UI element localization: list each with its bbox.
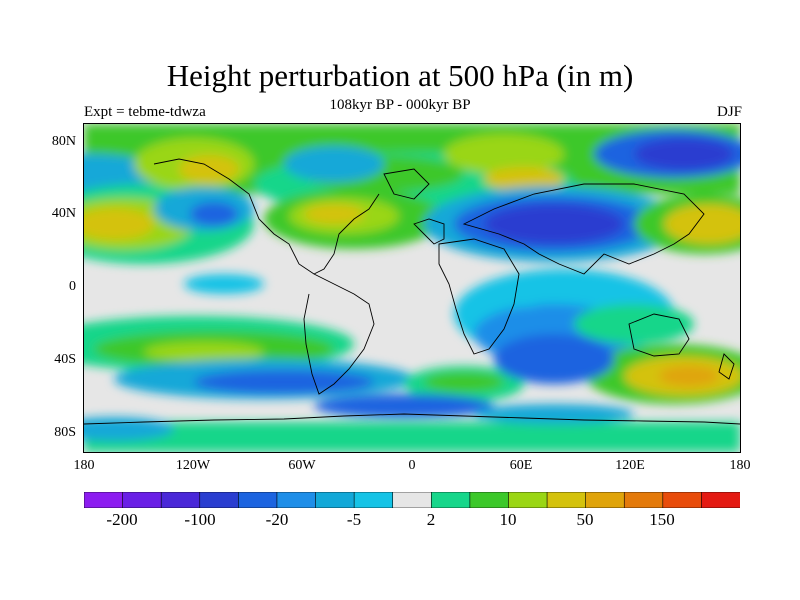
colorbar-swatch <box>160 492 201 508</box>
x-tick-label: 120E <box>615 458 645 473</box>
colorbar-swatch <box>392 492 432 508</box>
x-tick-label: 60W <box>288 458 316 473</box>
colorbar <box>84 492 740 508</box>
colorbar-swatch <box>122 492 162 508</box>
colorbar-swatch <box>276 492 317 508</box>
colorbar-label: -5 <box>346 510 362 529</box>
colorbar-swatch <box>199 492 239 508</box>
colorbar-swatch <box>469 492 510 508</box>
colorbar-label: -200 <box>106 510 138 529</box>
colorbar-label: 50 <box>576 510 594 529</box>
season-label: DJF <box>716 104 742 120</box>
x-tick-label: 180 <box>73 458 95 473</box>
colorbar-swatch <box>662 492 703 508</box>
colorbar-label: 10 <box>499 510 517 529</box>
x-tick-label: 120W <box>175 458 211 473</box>
colorbar-swatch <box>353 492 394 508</box>
colorbar-swatch <box>546 492 587 508</box>
y-tick-label: 80S <box>54 425 76 440</box>
colorbar-swatch <box>585 492 625 508</box>
experiment-label: Expt = tebme-tdwza <box>84 104 206 120</box>
colorbar-label: 2 <box>426 510 436 529</box>
y-tick-label: 40N <box>51 206 76 221</box>
colorbar-label: -100 <box>184 510 216 529</box>
map-panel <box>84 124 740 452</box>
colorbar-label: 150 <box>649 510 675 529</box>
y-tick-label: 80N <box>51 134 76 149</box>
colorbar-swatch <box>430 492 471 508</box>
colorbar-swatch <box>238 492 278 508</box>
colorbar-swatch <box>623 492 664 508</box>
x-tick-label: 0 <box>408 458 416 473</box>
plot-title: Height perturbation at 500 hPa (in m) <box>166 58 634 93</box>
x-tick-label: 60E <box>509 458 533 473</box>
y-tick-label: 40S <box>54 352 76 367</box>
coastlines <box>84 158 740 425</box>
colorbar-swatch <box>508 492 548 508</box>
colorbar-swatch <box>701 492 740 508</box>
x-tick-label: 180 <box>729 458 751 473</box>
plot-subtitle: 108kyr BP - 000kyr BP <box>329 97 471 113</box>
y-tick-label: 0 <box>69 279 76 294</box>
colorbar-swatch <box>315 492 355 508</box>
colorbar-label: -20 <box>265 510 289 529</box>
colorbar-swatch <box>84 492 124 508</box>
